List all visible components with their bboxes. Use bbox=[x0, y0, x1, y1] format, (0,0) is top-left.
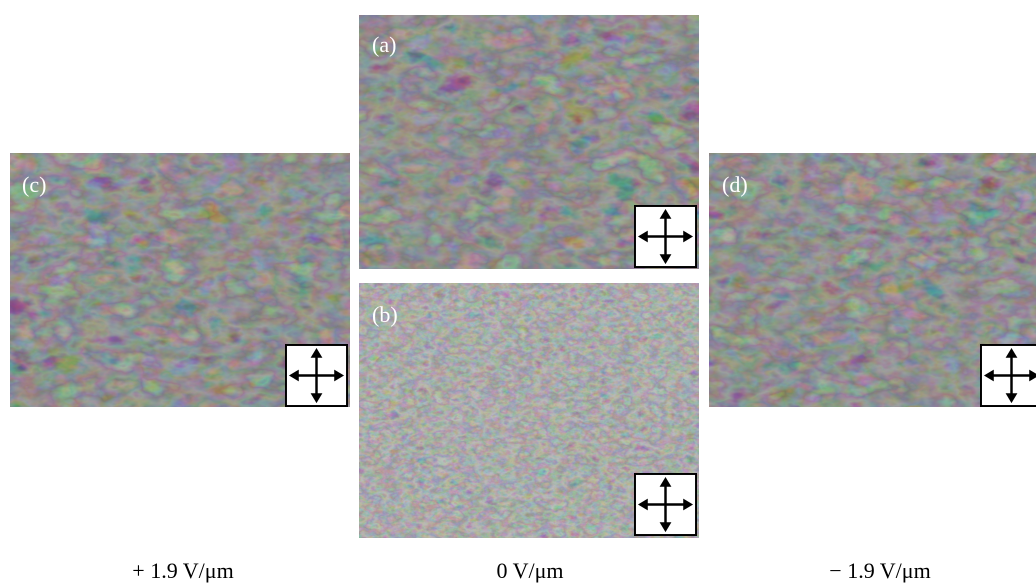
panel-label: (b) bbox=[372, 302, 398, 327]
panel-a: (a) bbox=[359, 15, 699, 269]
panel-d: (d) bbox=[709, 153, 1036, 407]
panel-label: (d) bbox=[722, 172, 748, 197]
polarizer-icon bbox=[286, 345, 347, 406]
polarizer-icon bbox=[981, 345, 1036, 406]
caption: + 1.9 V/μm bbox=[132, 558, 233, 583]
panel-c: (c) bbox=[10, 153, 350, 407]
panel-label: (c) bbox=[22, 172, 46, 197]
figure: (a) (b) (c) (d) + 1.9 V/μm 0 V/μm − 1.9 … bbox=[0, 0, 1036, 585]
panel-b: (b) bbox=[359, 283, 699, 538]
caption: 0 V/μm bbox=[496, 558, 563, 583]
caption: − 1.9 V/μm bbox=[829, 558, 930, 583]
panel-label: (a) bbox=[372, 32, 396, 57]
polarizer-icon bbox=[635, 474, 696, 535]
page: (a) (b) (c) (d) + 1.9 V/μm 0 V/μm − 1.9 … bbox=[0, 0, 1036, 585]
polarizer-icon bbox=[635, 206, 696, 267]
